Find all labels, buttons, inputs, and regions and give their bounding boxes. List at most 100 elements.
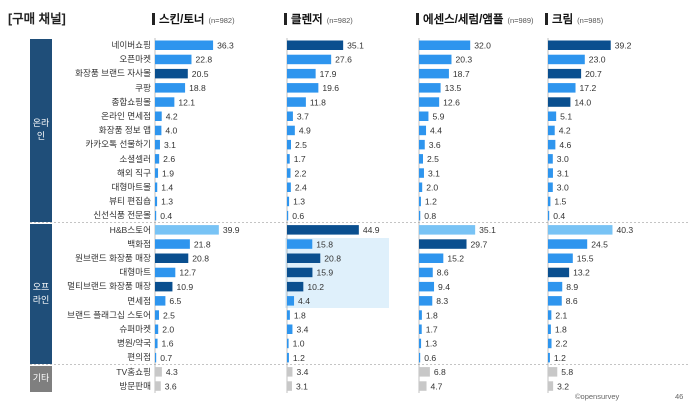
bar	[548, 352, 550, 363]
bar	[287, 210, 289, 221]
bar	[287, 40, 344, 50]
data-label: 4.4	[430, 126, 442, 136]
data-label: 15.5	[577, 254, 594, 264]
bar	[155, 352, 157, 363]
bar	[155, 281, 173, 292]
bar	[155, 68, 188, 79]
series-name: 클렌저	[291, 14, 323, 26]
bar	[287, 352, 289, 363]
bar	[419, 68, 449, 79]
data-label: 0.4	[553, 211, 565, 221]
bar	[155, 310, 159, 320]
data-label: 20.8	[324, 254, 341, 264]
bar	[548, 253, 573, 263]
data-label: 36.3	[217, 41, 234, 51]
bar	[419, 338, 422, 349]
bar	[287, 267, 313, 278]
bar	[155, 239, 190, 249]
category-label: 소셜셀러	[119, 153, 151, 164]
data-label: 1.8	[555, 325, 567, 335]
bar	[419, 196, 421, 207]
data-label: 14.0	[574, 97, 591, 107]
bar	[419, 139, 425, 150]
data-label: 13.2	[573, 268, 590, 278]
bar	[287, 139, 291, 150]
bar	[419, 154, 423, 164]
bar	[548, 168, 553, 178]
data-label: 22.8	[195, 55, 212, 65]
bar	[287, 367, 293, 377]
page-title: [구매 채널]	[8, 12, 66, 26]
bar	[155, 324, 159, 334]
bar	[287, 324, 293, 334]
data-label: 18.8	[189, 83, 206, 93]
series-name: 크림	[552, 14, 574, 26]
data-label: 2.5	[427, 154, 439, 164]
bar	[287, 296, 295, 306]
data-label: 4.0	[165, 126, 177, 136]
bar	[548, 267, 570, 278]
bar	[155, 83, 186, 93]
bar	[548, 182, 553, 192]
data-label: 8.6	[566, 296, 578, 306]
bar	[419, 367, 430, 377]
data-label: 1.2	[425, 197, 437, 207]
data-label: 10.2	[307, 282, 324, 292]
bar	[548, 68, 582, 79]
category-label: 병원/약국	[116, 338, 151, 349]
bar	[287, 168, 291, 178]
data-label: 4.2	[166, 112, 178, 122]
data-label: 1.8	[426, 310, 438, 320]
data-label: 3.1	[428, 168, 440, 178]
category-label: 종합쇼핑몰	[111, 96, 151, 107]
category-label: 원브랜드 화장품 매장	[75, 253, 151, 263]
bar	[548, 324, 551, 334]
bar	[419, 239, 467, 249]
data-label: 1.0	[293, 339, 305, 349]
bar	[419, 97, 440, 107]
header-marker	[284, 13, 287, 25]
data-label: 19.6	[322, 83, 339, 93]
bar	[548, 97, 571, 107]
footer-credit: ©opensurvey	[575, 392, 620, 401]
bar	[155, 54, 192, 65]
bar	[287, 196, 290, 207]
bar	[419, 253, 444, 263]
data-label: 2.2	[295, 168, 307, 178]
bar	[155, 367, 162, 377]
category-label: 신선식품 전문몰	[93, 210, 151, 221]
bar	[419, 225, 476, 235]
data-label: 0.4	[160, 211, 172, 221]
category-label: 브랜드 플래그십 스토어	[67, 309, 151, 320]
bar	[548, 210, 550, 221]
bar	[548, 196, 551, 207]
header-marker	[416, 13, 419, 25]
section-label: 오프 라인	[30, 223, 52, 364]
bar	[548, 139, 556, 150]
data-label: 23.0	[589, 55, 606, 65]
series-sample-size: (n=982)	[326, 16, 353, 25]
bar	[548, 281, 563, 292]
data-label: 2.6	[163, 154, 175, 164]
category-label: 화장품 정보 앱	[98, 125, 151, 136]
data-label: 2.5	[163, 310, 175, 320]
header-marker	[545, 13, 548, 25]
data-label: 15.9	[316, 268, 333, 278]
category-label: 멀티브랜드 화장품 매장	[67, 281, 151, 292]
bar	[155, 97, 175, 107]
data-label: 3.0	[557, 154, 569, 164]
series-sample-size: (n=989)	[507, 16, 534, 25]
bar	[287, 253, 321, 263]
bar	[548, 154, 553, 164]
data-label: 2.0	[162, 325, 174, 335]
data-label: 1.3	[425, 339, 437, 349]
bar	[155, 338, 158, 349]
data-label: 3.1	[164, 140, 176, 150]
bar	[155, 196, 158, 207]
data-label: 2.1	[555, 310, 567, 320]
data-label: 3.6	[429, 140, 441, 150]
bar	[287, 54, 332, 65]
data-label: 2.0	[426, 183, 438, 193]
bar	[155, 139, 160, 150]
